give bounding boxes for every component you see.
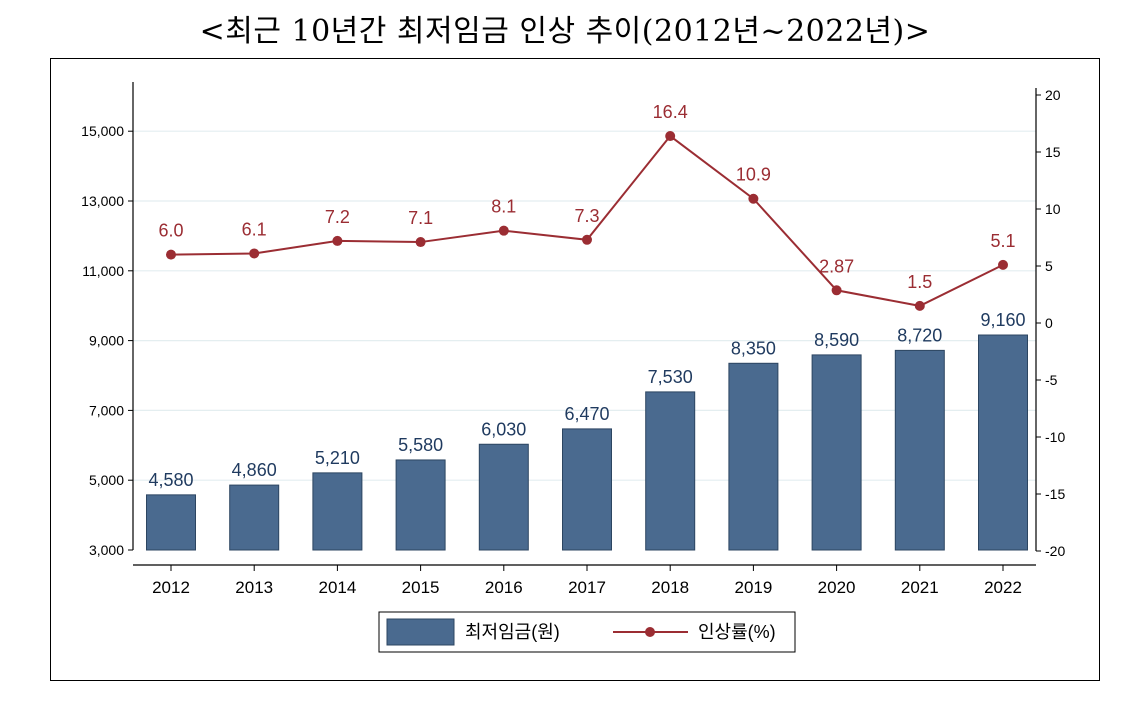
bar-label-2019: 8,350 — [731, 338, 776, 358]
bar-2015 — [395, 459, 446, 551]
rate-point-2021 — [914, 300, 925, 311]
left-tick-label: 5,000 — [89, 472, 124, 488]
x-tick-label: 2015 — [402, 578, 440, 597]
left-tick-label: 13,000 — [81, 193, 124, 209]
rate-label-2018: 16.4 — [653, 102, 688, 122]
right-tick-label: 5 — [1045, 258, 1053, 274]
bar-2017 — [562, 428, 612, 551]
legend: 최저임금(원) 인상률(%) — [378, 611, 796, 653]
right-tick-label: 0 — [1045, 315, 1053, 331]
rate-label-2013: 6.1 — [242, 219, 267, 239]
bar-label-2016: 6,030 — [481, 419, 526, 439]
bar-2022 — [978, 334, 1028, 551]
rate-point-2015 — [415, 237, 426, 248]
legend-bar-swatch — [386, 618, 455, 646]
bar-2014 — [312, 472, 363, 551]
bar-2020 — [811, 354, 862, 551]
rate-point-2012 — [166, 249, 176, 260]
bar-label-2014: 5,210 — [315, 448, 360, 468]
rate-point-2016 — [498, 225, 509, 236]
bar-2013 — [229, 484, 280, 551]
x-tick-label: 2016 — [485, 578, 523, 597]
rate-label-2019: 10.9 — [736, 165, 771, 185]
rate-point-2014 — [332, 235, 343, 246]
bar-label-2020: 8,590 — [814, 330, 859, 350]
rate-point-2017 — [582, 234, 592, 245]
x-tick-label: 2014 — [318, 578, 356, 597]
right-tick-label: 20 — [1045, 87, 1061, 103]
x-tick-label: 2017 — [568, 578, 606, 597]
bar-label-2013: 4,860 — [232, 460, 277, 480]
rate-label-2020: 2.87 — [819, 256, 854, 276]
bar-2016 — [478, 443, 529, 551]
rate-point-2018 — [665, 131, 676, 142]
x-tick-label: 2018 — [651, 578, 689, 597]
x-tick-label: 2013 — [235, 578, 273, 597]
bar-label-2022: 9,160 — [980, 310, 1025, 330]
right-tick-label: 10 — [1045, 201, 1061, 217]
right-tick-label: 15 — [1045, 144, 1061, 160]
x-tick-label: 2019 — [734, 578, 772, 597]
rate-label-2014: 7.2 — [325, 207, 350, 227]
right-tick-label: -20 — [1045, 543, 1065, 559]
right-tick-label: -10 — [1045, 429, 1065, 445]
bar-2021 — [894, 349, 945, 551]
rate-point-2019 — [748, 193, 759, 204]
x-tick-label: 2020 — [818, 578, 856, 597]
rate-label-2015: 7.1 — [408, 208, 433, 228]
bar-label-2021: 8,720 — [897, 325, 942, 345]
x-tick-label: 2022 — [984, 578, 1022, 597]
left-tick-label: 11,000 — [82, 263, 124, 279]
rate-point-2022 — [998, 259, 1008, 270]
left-tick-label: 3,000 — [89, 542, 124, 558]
bar-series: 4,580 4,860 5,210 5,580 6,030 6,470 7,530 8,350… — [146, 310, 1028, 551]
chart-frame — [50, 58, 1100, 681]
rate-label-2017: 7.3 — [574, 206, 599, 226]
bar-label-2015: 5,580 — [398, 435, 443, 455]
x-tick-label: 2012 — [152, 578, 190, 597]
bar-2018 — [645, 391, 696, 551]
bar-label-2012: 4,580 — [148, 470, 193, 490]
rate-point-2013 — [249, 248, 260, 259]
chart-title: <최근 10년간 최저임금 인상 추이(2012년~2022년)> — [199, 14, 931, 49]
left-tick-label: 9,000 — [89, 333, 124, 349]
left-tick-label: 7,000 — [89, 402, 124, 418]
bar-label-2018: 7,530 — [648, 367, 693, 387]
right-tick-label: -15 — [1045, 486, 1065, 502]
rate-point-2020 — [831, 285, 842, 296]
gridlines — [133, 130, 1036, 481]
rate-label-2016: 8.1 — [491, 197, 516, 217]
legend-line-marker — [645, 627, 655, 637]
x-tick-label: 2021 — [901, 578, 939, 597]
rate-label-2012: 6.0 — [158, 221, 183, 241]
bar-2012 — [146, 494, 196, 551]
bar-2019 — [728, 362, 779, 551]
bar-label-2017: 6,470 — [564, 404, 609, 424]
rate-label-2021: 1.5 — [907, 272, 932, 292]
legend-line-label: 인상률(%) — [698, 622, 776, 642]
left-tick-label: 15,000 — [81, 123, 124, 139]
line-series: 6.0 6.1 7.2 7.1 8.1 7.3 16.4 10.9 2.87 1.5 5.1 — [158, 102, 1016, 311]
right-tick-label: -5 — [1045, 372, 1058, 388]
rate-label-2022: 5.1 — [990, 231, 1015, 251]
axes: 3,000 5,000 7,000 9,000 11,000 13,000 15,000 -2… — [81, 82, 1065, 597]
legend-bar-label: 최저임금(원) — [465, 622, 560, 642]
